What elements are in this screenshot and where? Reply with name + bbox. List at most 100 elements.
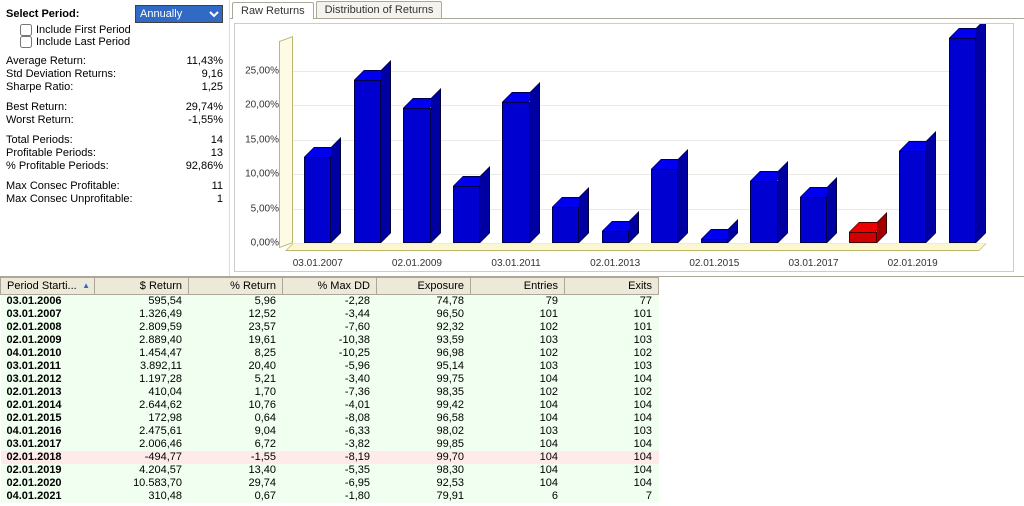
table-row[interactable]: 03.01.2006595,545,96-2,2874,787977 — [1, 295, 659, 309]
chart-panel: Raw ReturnsDistribution of Returns 0,00%… — [230, 0, 1024, 276]
table-row[interactable]: 04.01.20101.454,478,25-10,2596,98102102 — [1, 347, 659, 360]
table-row[interactable]: 04.01.2021310,480,67-1,8079,9167 — [1, 490, 659, 503]
table-cell: 20,40 — [189, 360, 283, 373]
stats-block-2: Best Return:29,74%Worst Return:-1,55% — [6, 101, 223, 126]
tab-raw-returns[interactable]: Raw Returns — [232, 2, 314, 19]
table-cell: 74,78 — [377, 295, 471, 309]
table-row[interactable]: 02.01.202010.583,7029,74-6,9592,53104104 — [1, 477, 659, 490]
table-cell: 2.809,59 — [95, 321, 189, 334]
stat-value: 1,25 — [202, 81, 223, 93]
table-cell: 96,50 — [377, 308, 471, 321]
table-cell: 2.475,61 — [95, 425, 189, 438]
table-cell: -3,40 — [283, 373, 377, 386]
table-cell: 02.01.2008 — [1, 321, 95, 334]
table-cell: 10.583,70 — [95, 477, 189, 490]
table-cell: 104 — [471, 438, 565, 451]
table-cell: 5,96 — [189, 295, 283, 309]
stats-block-4: Max Consec Profitable:11Max Consec Unpro… — [6, 180, 223, 205]
chart-x-label: 03.01.2007 — [293, 258, 343, 269]
include-last-label: Include Last Period — [36, 36, 130, 48]
chart-bar — [750, 181, 777, 243]
col-header[interactable]: Exposure — [377, 278, 471, 295]
table-cell: -1,80 — [283, 490, 377, 503]
table-row[interactable]: 04.01.20162.475,619,04-6,3398,02103103 — [1, 425, 659, 438]
table-cell: 13,40 — [189, 464, 283, 477]
stat-value: 11 — [212, 180, 223, 192]
chart-bar — [602, 231, 629, 243]
table-row[interactable]: 02.01.20092.889,4019,61-10,3893,59103103 — [1, 334, 659, 347]
chart-y-label: 10,00% — [235, 169, 279, 180]
table-row[interactable]: 02.01.20082.809,5923,57-7,6092,32102101 — [1, 321, 659, 334]
table-cell: 3.892,11 — [95, 360, 189, 373]
period-select[interactable]: AnnuallyMonthlyWeeklyDaily — [135, 5, 223, 23]
table-cell: 10,76 — [189, 399, 283, 412]
table-cell: 104 — [471, 477, 565, 490]
col-header[interactable]: % Return — [189, 278, 283, 295]
table-cell: 96,98 — [377, 347, 471, 360]
table-cell: 103 — [471, 334, 565, 347]
tab-distribution-of-returns[interactable]: Distribution of Returns — [316, 1, 443, 18]
table-cell: 2.644,62 — [95, 399, 189, 412]
include-last-period[interactable]: Include Last Period — [20, 36, 223, 48]
stat-value: 9,16 — [202, 68, 223, 80]
table-cell: -10,38 — [283, 334, 377, 347]
stat-value: -1,55% — [188, 114, 223, 126]
table-row[interactable]: 03.01.20172.006,466,72-3,8299,85104104 — [1, 438, 659, 451]
table-row[interactable]: 03.01.20121.197,285,21-3,4099,75104104 — [1, 373, 659, 386]
table-row[interactable]: 02.01.2015172,980,64-8,0896,58104104 — [1, 412, 659, 425]
left-panel: Select Period: AnnuallyMonthlyWeeklyDail… — [0, 0, 230, 276]
include-first-checkbox[interactable] — [20, 24, 32, 36]
include-last-checkbox[interactable] — [20, 36, 32, 48]
table-cell: 101 — [565, 308, 659, 321]
table-cell: 102 — [471, 386, 565, 399]
col-header[interactable]: Entries — [471, 278, 565, 295]
table-cell: 92,53 — [377, 477, 471, 490]
table-cell: 4.204,57 — [95, 464, 189, 477]
chart-bar — [552, 207, 579, 243]
table-cell: 5,21 — [189, 373, 283, 386]
col-header[interactable]: $ Return — [95, 278, 189, 295]
stat-value: 1 — [217, 193, 223, 205]
include-first-period[interactable]: Include First Period — [20, 24, 223, 36]
table-cell: 99,85 — [377, 438, 471, 451]
table-cell: 04.01.2010 — [1, 347, 95, 360]
table-header-row: Period Starti...▲$ Return% Return% Max D… — [1, 278, 659, 295]
table-cell: 172,98 — [95, 412, 189, 425]
table-cell: 95,14 — [377, 360, 471, 373]
table-row[interactable]: 02.01.2018-494,77-1,55-8,1999,70104104 — [1, 451, 659, 464]
table-cell: 101 — [565, 321, 659, 334]
table-cell: 02.01.2009 — [1, 334, 95, 347]
col-header[interactable]: Period Starti...▲ — [1, 278, 95, 295]
chart-x-label: 02.01.2013 — [590, 258, 640, 269]
chart-bar — [701, 239, 728, 243]
table-cell: 103 — [471, 360, 565, 373]
table-cell: 2.006,46 — [95, 438, 189, 451]
table-cell: 102 — [471, 321, 565, 334]
col-header[interactable]: % Max DD — [283, 278, 377, 295]
table-cell: -8,19 — [283, 451, 377, 464]
table-cell: -5,35 — [283, 464, 377, 477]
table-cell: 02.01.2019 — [1, 464, 95, 477]
chart-y-label: 20,00% — [235, 100, 279, 111]
table-cell: 103 — [471, 425, 565, 438]
table-row[interactable]: 02.01.20142.644,6210,76-4,0199,42104104 — [1, 399, 659, 412]
table-cell: 79 — [471, 295, 565, 309]
chart-bar — [651, 169, 678, 243]
table-row[interactable]: 03.01.20113.892,1120,40-5,9695,14103103 — [1, 360, 659, 373]
table-cell: 04.01.2021 — [1, 490, 95, 503]
table-cell: 03.01.2007 — [1, 308, 95, 321]
stat-value: 29,74% — [186, 101, 223, 113]
table-row[interactable]: 03.01.20071.326,4912,52-3,4496,50101101 — [1, 308, 659, 321]
table-cell: 102 — [565, 386, 659, 399]
chart-bar — [453, 186, 480, 243]
table-cell: -10,25 — [283, 347, 377, 360]
table-cell: 104 — [565, 373, 659, 386]
table-cell: 99,70 — [377, 451, 471, 464]
col-header[interactable]: Exits — [565, 278, 659, 295]
table-cell: -5,96 — [283, 360, 377, 373]
table-row[interactable]: 02.01.20194.204,5713,40-5,3598,30104104 — [1, 464, 659, 477]
stat-label: Max Consec Unprofitable: — [6, 193, 133, 205]
table-cell: 02.01.2013 — [1, 386, 95, 399]
table-row[interactable]: 02.01.2013410,041,70-7,3698,35102102 — [1, 386, 659, 399]
chart-y-label: 15,00% — [235, 134, 279, 145]
